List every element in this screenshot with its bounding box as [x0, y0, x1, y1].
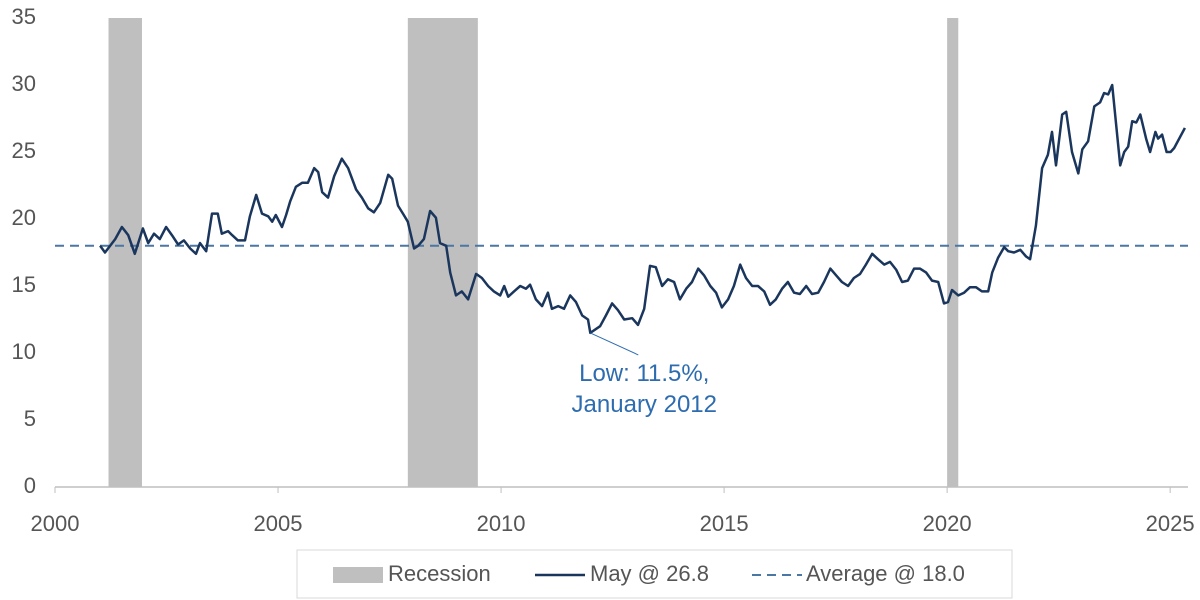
y-tick-label: 25 — [12, 138, 36, 163]
recession-band — [947, 18, 959, 487]
x-tick-label: 2015 — [700, 511, 749, 536]
y-tick-label: 10 — [12, 339, 36, 364]
legend-label: Recession — [388, 561, 491, 586]
recession-band — [108, 18, 142, 487]
annotation-text: January 2012 — [572, 391, 717, 418]
y-tick-label: 5 — [24, 406, 36, 431]
recession-band — [407, 18, 478, 487]
y-tick-label: 35 — [12, 4, 36, 29]
y-tick-label: 15 — [12, 272, 36, 297]
y-tick-label: 30 — [12, 71, 36, 96]
y-tick-label: 20 — [12, 205, 36, 230]
y-tick-label: 0 — [24, 473, 36, 498]
legend-label: Average @ 18.0 — [806, 561, 965, 586]
x-tick-label: 2020 — [923, 511, 972, 536]
x-tick-label: 2025 — [1146, 511, 1195, 536]
annotation-leader — [590, 332, 639, 356]
x-tick-label: 2005 — [254, 511, 303, 536]
legend-swatch — [333, 567, 383, 583]
x-tick-label: 2000 — [31, 511, 80, 536]
legend-label: May @ 26.8 — [590, 561, 709, 586]
legend-box — [296, 549, 1013, 599]
x-tick-label: 2010 — [477, 511, 526, 536]
series-line — [99, 83, 1187, 335]
annotation-text: Low: 11.5%, — [579, 360, 709, 387]
